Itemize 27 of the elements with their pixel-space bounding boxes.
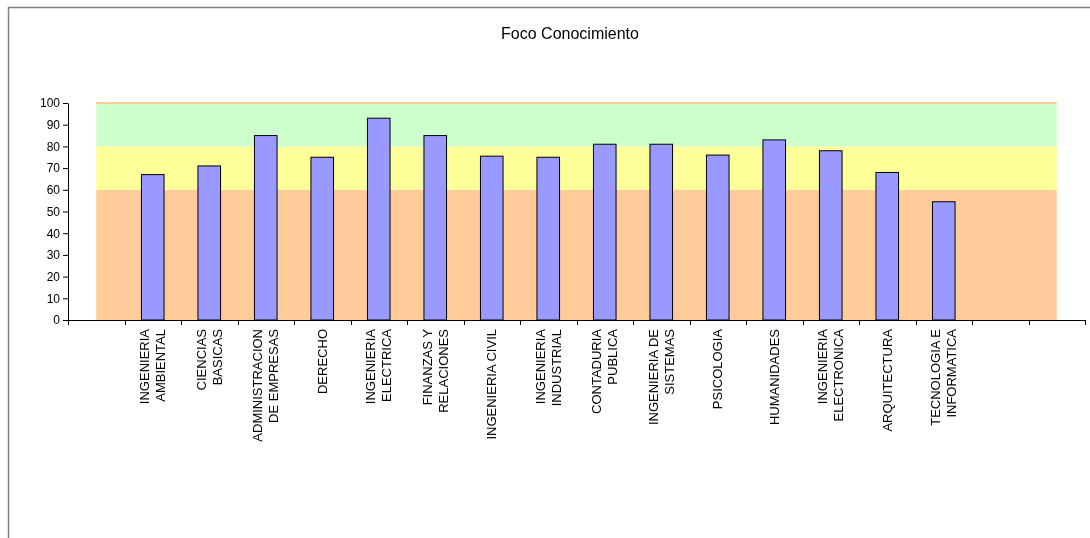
y-tick-label: 100 <box>39 96 61 111</box>
x-tick-label: INGENIERIA DE SISTEMAS <box>645 328 677 426</box>
y-tick-label: 0 <box>53 313 61 328</box>
x-tick-label: HUMANIDADES <box>766 328 782 426</box>
x-tick-label: CONTADURIA PUBLICA <box>589 328 621 414</box>
x-tick-label: INGENIERIA INDUSTRIAL <box>532 328 564 407</box>
x-tick-label: PSICOLOGIA <box>710 328 726 410</box>
y-tick-label: 60 <box>46 183 61 198</box>
y-tick-label: 80 <box>46 139 61 154</box>
x-tick-label: FINANZAS Y RELACIONES <box>419 328 451 413</box>
y-tick-label: 10 <box>46 291 61 306</box>
x-tick-label: INGENIERIA AMBIENTAL <box>137 328 169 405</box>
x-tick-label: ADMINISTRACION DE EMPRESAS <box>250 328 282 442</box>
y-tick-label: 40 <box>46 226 61 241</box>
y-tick-label: 30 <box>46 248 61 263</box>
y-tick-label: 50 <box>46 204 61 219</box>
x-tick-label: CIENCIAS BASICAS <box>193 328 225 391</box>
y-tick-label: 90 <box>46 118 61 133</box>
y-tick-label: 70 <box>46 161 61 176</box>
y-tick-label: 20 <box>46 269 61 284</box>
x-tick-label: INGENIERIA ELECTRICA <box>363 328 395 405</box>
x-tick-label: TECNOLOGIA E INFORMATICA <box>928 328 960 426</box>
x-tick-label: DERECHO <box>314 329 330 395</box>
x-tick-label: INGENIERIA ELECTRONICA <box>815 328 847 422</box>
chart-title: Foco Conocimiento <box>501 25 640 42</box>
x-tick-label: ARQUITECTURA <box>879 328 895 432</box>
x-tick-label: INGENIERIA CIVIL <box>484 329 500 440</box>
